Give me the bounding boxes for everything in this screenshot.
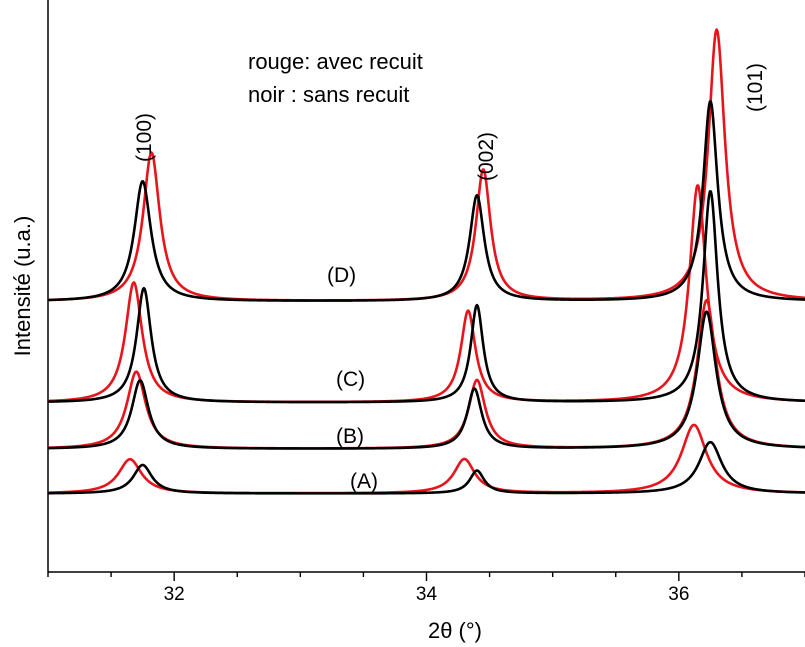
annotation-red-annealed: rouge: avec recuit bbox=[248, 49, 423, 74]
y-axis-title: Intensité (u.a.) bbox=[10, 216, 35, 357]
curve-label-b: (B) bbox=[336, 425, 364, 448]
curve-label-c: (C) bbox=[336, 368, 365, 391]
series-black-d bbox=[47, 100, 805, 302]
peak-label-002: (002) bbox=[475, 132, 498, 181]
series-black-b bbox=[47, 310, 805, 450]
curves bbox=[47, 28, 805, 495]
x-tick-label: 34 bbox=[416, 584, 438, 605]
series-red-c bbox=[47, 184, 805, 404]
peak-label-100: (100) bbox=[133, 113, 156, 162]
series-black-a bbox=[47, 440, 805, 495]
annotation-black-unannealed: noir : sans recuit bbox=[248, 82, 409, 107]
x-axis-title: 2θ (°) bbox=[428, 618, 482, 643]
x-tick-label: 36 bbox=[668, 584, 689, 605]
x-tick-label: 32 bbox=[164, 584, 185, 605]
plot-area: 32 34 36 bbox=[47, 0, 805, 605]
curve-label-d: (D) bbox=[327, 264, 356, 287]
series-black-c bbox=[47, 190, 805, 404]
x-ticks: 32 34 36 bbox=[47, 572, 805, 605]
curve-label-a: (A) bbox=[350, 470, 378, 493]
peak-label-101: (101) bbox=[744, 63, 767, 112]
